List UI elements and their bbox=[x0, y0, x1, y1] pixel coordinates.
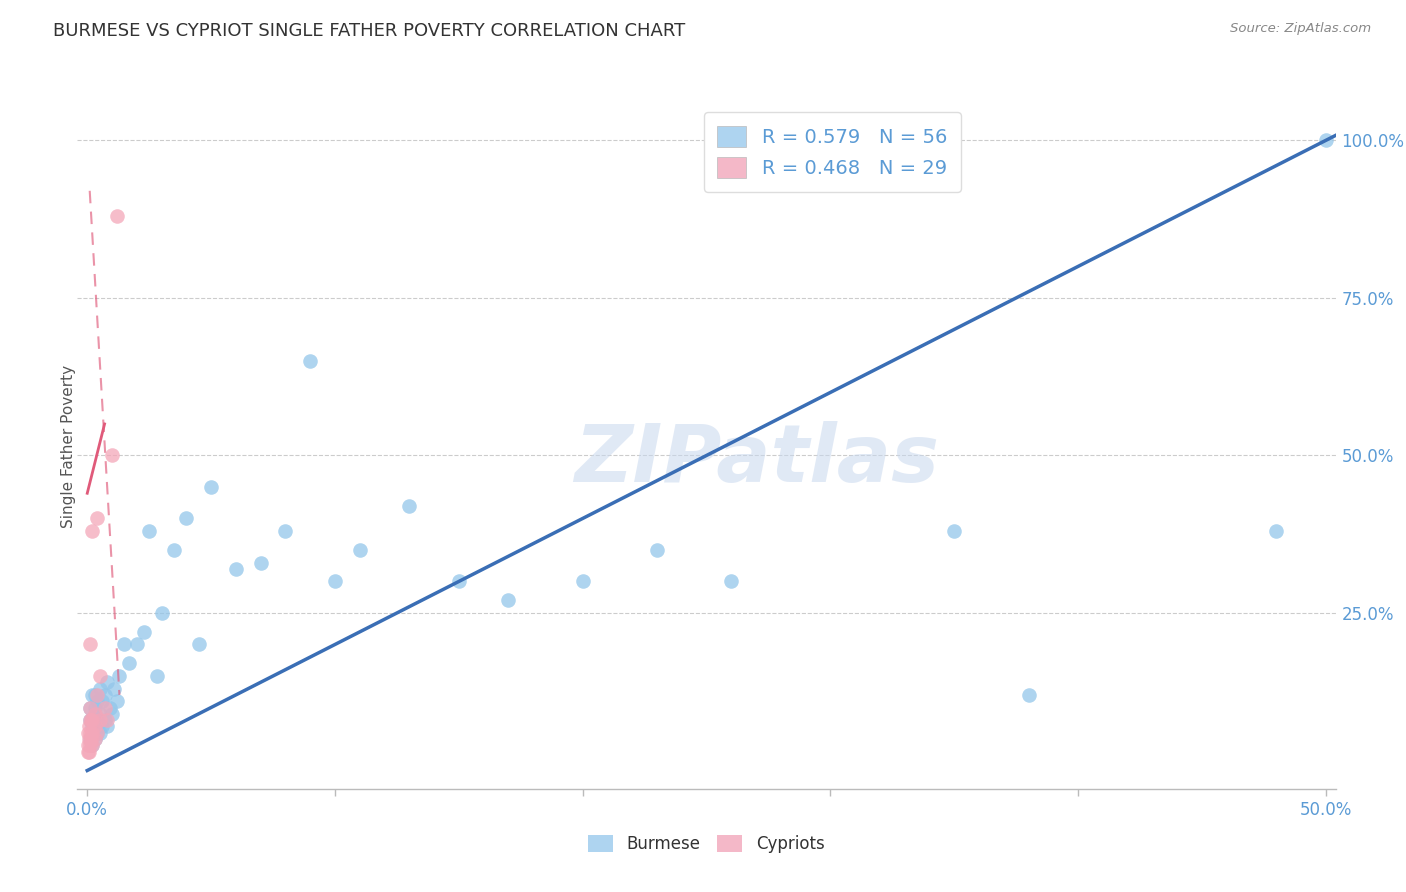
Point bbox=[82, 739, 104, 753]
Point bbox=[249, 556, 271, 570]
Point bbox=[349, 543, 371, 558]
Point bbox=[96, 675, 118, 690]
Point bbox=[89, 713, 111, 727]
Point bbox=[79, 713, 101, 727]
Point bbox=[105, 209, 128, 223]
Point bbox=[79, 638, 101, 652]
Point bbox=[83, 706, 105, 721]
Legend: Burmese, Cypriots: Burmese, Cypriots bbox=[582, 829, 831, 860]
Point bbox=[138, 524, 160, 538]
Point bbox=[98, 700, 121, 714]
Point bbox=[91, 719, 114, 733]
Point bbox=[91, 694, 114, 708]
Point bbox=[93, 688, 115, 702]
Point bbox=[176, 511, 198, 525]
Point bbox=[1315, 133, 1337, 147]
Point bbox=[101, 706, 124, 721]
Point bbox=[77, 719, 100, 733]
Point bbox=[82, 713, 104, 727]
Point bbox=[145, 669, 167, 683]
Point bbox=[274, 524, 297, 538]
Point bbox=[101, 449, 124, 463]
Point bbox=[299, 354, 322, 368]
Point bbox=[86, 725, 108, 739]
Point bbox=[112, 638, 135, 652]
Point bbox=[105, 694, 128, 708]
Point bbox=[134, 624, 156, 639]
Text: ZIPatlas: ZIPatlas bbox=[574, 421, 939, 499]
Point bbox=[89, 669, 111, 683]
Point bbox=[82, 524, 104, 538]
Point bbox=[1018, 688, 1040, 702]
Point bbox=[83, 719, 105, 733]
Point bbox=[571, 574, 593, 589]
Point bbox=[77, 731, 100, 746]
Point bbox=[82, 713, 104, 727]
Y-axis label: Single Father Poverty: Single Father Poverty bbox=[62, 365, 76, 527]
Point bbox=[96, 719, 118, 733]
Point bbox=[150, 606, 173, 620]
Point bbox=[89, 681, 111, 696]
Point bbox=[82, 719, 104, 733]
Point bbox=[89, 706, 111, 721]
Point bbox=[225, 562, 247, 576]
Point bbox=[943, 524, 966, 538]
Point bbox=[79, 725, 101, 739]
Text: BURMESE VS CYPRIOT SINGLE FATHER POVERTY CORRELATION CHART: BURMESE VS CYPRIOT SINGLE FATHER POVERTY… bbox=[53, 22, 686, 40]
Point bbox=[89, 725, 111, 739]
Point bbox=[83, 731, 105, 746]
Point bbox=[82, 725, 104, 739]
Point bbox=[79, 731, 101, 746]
Point bbox=[77, 745, 100, 759]
Point bbox=[125, 638, 148, 652]
Point bbox=[447, 574, 470, 589]
Point bbox=[82, 688, 104, 702]
Point bbox=[77, 745, 100, 759]
Point bbox=[80, 713, 103, 727]
Point bbox=[83, 706, 105, 721]
Point bbox=[645, 543, 668, 558]
Point bbox=[83, 719, 105, 733]
Point bbox=[1265, 524, 1288, 538]
Point bbox=[79, 739, 101, 753]
Point bbox=[83, 688, 105, 702]
Point bbox=[118, 657, 141, 671]
Point bbox=[86, 725, 108, 739]
Point bbox=[77, 739, 100, 753]
Point bbox=[187, 638, 209, 652]
Point bbox=[83, 700, 105, 714]
Point bbox=[103, 681, 125, 696]
Point bbox=[77, 725, 100, 739]
Point bbox=[398, 499, 420, 513]
Point bbox=[200, 480, 222, 494]
Point bbox=[86, 713, 108, 727]
Point bbox=[79, 713, 101, 727]
Point bbox=[79, 700, 101, 714]
Point bbox=[720, 574, 742, 589]
Point bbox=[86, 511, 108, 525]
Point bbox=[108, 669, 131, 683]
Point bbox=[80, 731, 103, 746]
Point bbox=[93, 713, 115, 727]
Point bbox=[86, 694, 108, 708]
Point bbox=[83, 731, 105, 746]
Point bbox=[86, 688, 108, 702]
Point bbox=[82, 739, 104, 753]
Point bbox=[163, 543, 186, 558]
Point bbox=[79, 700, 101, 714]
Point bbox=[96, 713, 118, 727]
Text: Source: ZipAtlas.com: Source: ZipAtlas.com bbox=[1230, 22, 1371, 36]
Point bbox=[93, 700, 115, 714]
Point bbox=[323, 574, 346, 589]
Point bbox=[498, 593, 520, 607]
